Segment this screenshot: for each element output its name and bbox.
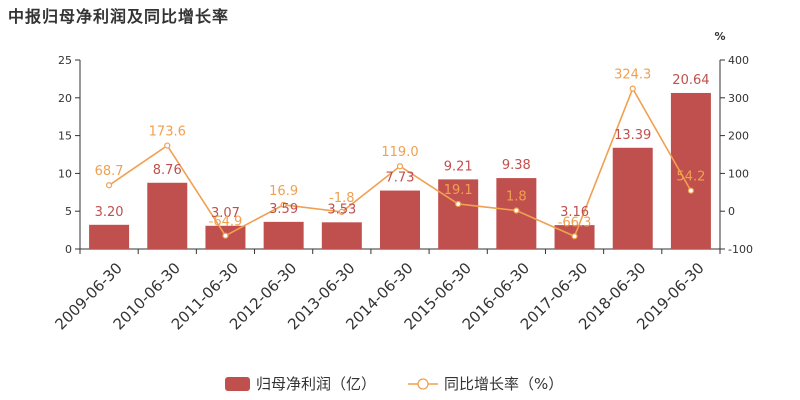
- y-right-tick-label: 300: [728, 92, 749, 105]
- line-value-label: 19.1: [444, 183, 473, 198]
- bar-value-label: 20.64: [672, 73, 709, 88]
- legend-bar-label: 归母净利润（亿）: [256, 375, 376, 393]
- bar: [147, 182, 188, 249]
- y-left-tick-label: 5: [65, 205, 72, 218]
- y-left-tick-label: 25: [58, 54, 72, 67]
- bar: [380, 190, 420, 249]
- line-point: [105, 182, 113, 189]
- bar-value-label: 3.53: [327, 202, 356, 217]
- bar-value-label: 8.76: [153, 163, 182, 178]
- line-value-label: 119.0: [381, 145, 418, 160]
- line-point: [455, 200, 462, 208]
- bar: [670, 92, 711, 249]
- bar-value-label: 13.39: [614, 128, 651, 143]
- legend-line-marker: [417, 378, 429, 390]
- line-value-label: -64.9: [209, 215, 243, 230]
- bar-value-label: 3.59: [269, 202, 298, 217]
- y-right-tick-label: -100: [728, 243, 753, 256]
- bar: [263, 221, 304, 249]
- legend: 归母净利润（亿） 同比增长率（%）: [225, 375, 563, 393]
- line-value-label: 324.3: [614, 68, 651, 83]
- line-value-label: -1.8: [329, 191, 354, 206]
- line-point: [164, 142, 171, 149]
- line-point: [338, 208, 345, 215]
- legend-bar-swatch: [225, 377, 250, 391]
- y-left-tick-label: 15: [58, 130, 72, 143]
- y-right-tick-label: 400: [728, 54, 749, 67]
- y-right-tick-label: 100: [728, 167, 749, 180]
- bar-value-label: 3.16: [560, 205, 589, 220]
- line-point: [513, 207, 520, 214]
- line-series: [105, 85, 695, 240]
- bar: [438, 179, 479, 249]
- bar-value-label: 9.21: [444, 159, 473, 174]
- line-value-label: 173.6: [149, 125, 186, 140]
- bar-value-label: 3.20: [95, 205, 124, 220]
- y-right-tick-label: 200: [728, 130, 749, 143]
- line-value-label: 54.2: [676, 170, 705, 185]
- line-point: [396, 163, 404, 170]
- data-labels: 3.20 8.76 3.07 3.59 3.53 7.73 9.21 9.38 3.16 13.3…: [95, 68, 710, 231]
- y-right-tick-label: 0: [728, 205, 735, 218]
- line-value-label: 1.8: [506, 190, 527, 205]
- line-value-label: -66.3: [558, 215, 592, 230]
- y-right-unit-label: %: [714, 30, 725, 43]
- bar: [321, 222, 362, 249]
- line-value-label: 68.7: [95, 164, 124, 179]
- line-point: [222, 232, 229, 239]
- chart-title: 中报归母净利润及同比增长率: [8, 7, 230, 26]
- bar-value-label: 9.38: [502, 158, 531, 173]
- bar-value-label: 3.07: [211, 206, 240, 221]
- legend-line-label: 同比增长率（%）: [444, 375, 563, 393]
- bar-value-label: 7.73: [386, 171, 415, 186]
- bar: [612, 147, 653, 249]
- line-point: [629, 85, 636, 92]
- line-value-label: 16.9: [269, 184, 298, 199]
- line-point: [687, 187, 695, 194]
- y-left-tick-label: 10: [58, 167, 72, 180]
- bar: [89, 224, 130, 249]
- y-left-tick-label: 20: [58, 92, 72, 105]
- line-point: [280, 201, 287, 208]
- y-left-tick-label: 0: [65, 243, 72, 256]
- line-point: [571, 233, 578, 240]
